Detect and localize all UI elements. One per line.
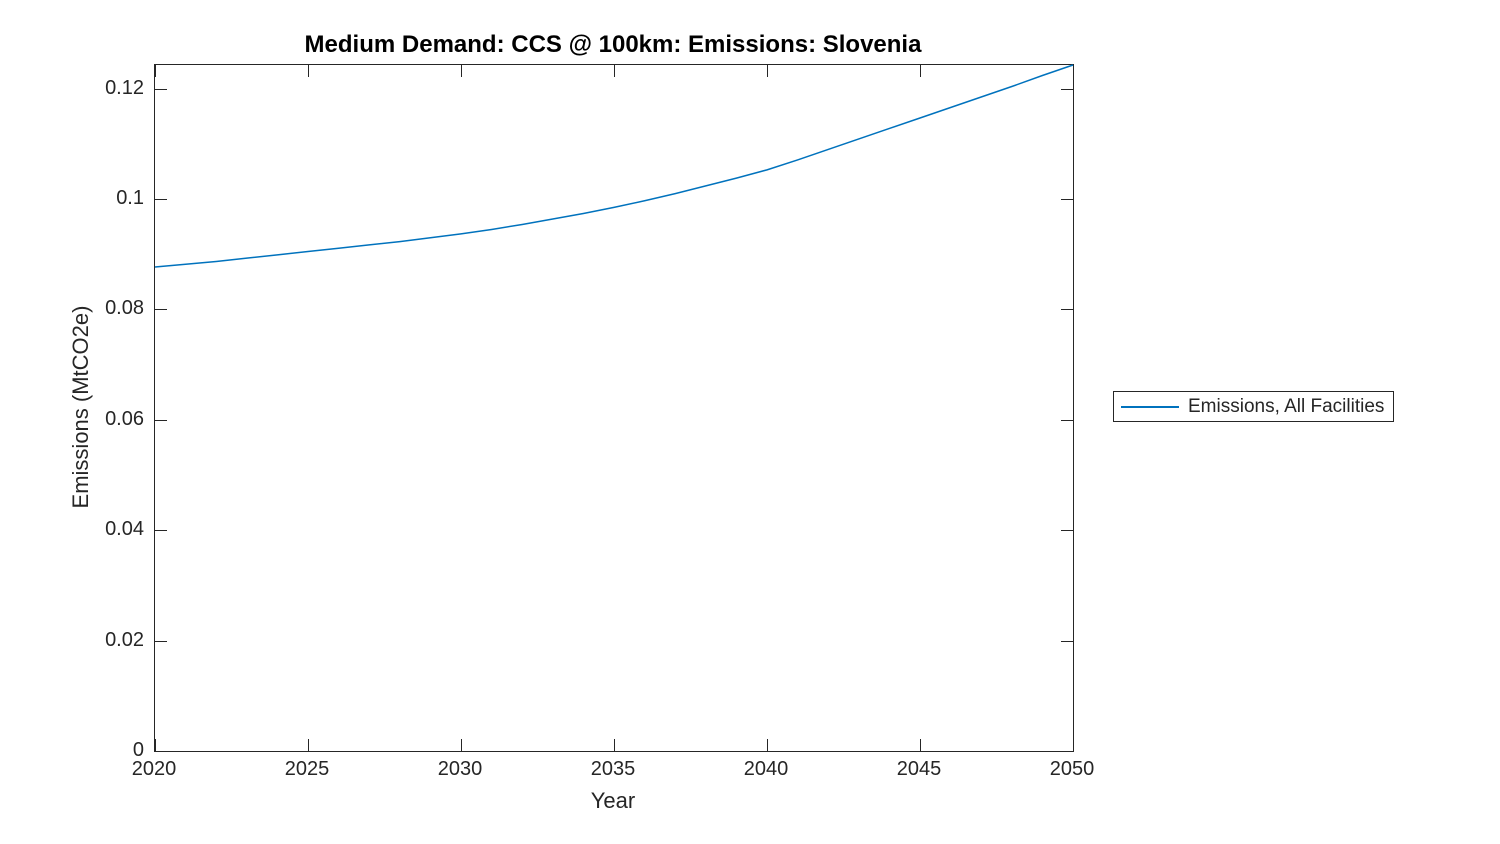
y-tick-label: 0.1 (116, 187, 144, 210)
plot-canvas (154, 64, 1074, 752)
x-tick-label: 2020 (131, 758, 177, 780)
x-tick-label: 2040 (743, 758, 789, 780)
chart-title: Medium Demand: CCS @ 100km: Emissions: S… (304, 31, 922, 58)
x-tick-label: 2045 (896, 758, 942, 780)
y-tick-label: 0 (132, 739, 144, 761)
y-tick-label: 0.06 (105, 407, 144, 430)
y-tick-label: 0.12 (105, 76, 144, 99)
y-axis-label: Emissions (MtCO2e) (68, 305, 93, 509)
y-tick-label: 0.08 (105, 297, 144, 320)
legend-line-sample-icon (1121, 405, 1179, 408)
x-tick-label: 2030 (437, 758, 483, 780)
legend-entry-label: Emissions, All Facilities (1188, 395, 1385, 417)
x-tick-label: 2025 (284, 758, 330, 780)
plot-area (154, 64, 1074, 752)
legend: Emissions, All Facilities (1113, 391, 1395, 422)
emissions-line-series (154, 64, 1074, 268)
x-tick-label: 2050 (1049, 758, 1095, 780)
y-tick-label: 0.04 (105, 518, 144, 541)
x-axis-label: Year (590, 788, 636, 813)
y-tick-label: 0.02 (105, 628, 144, 651)
x-tick-label: 2035 (590, 758, 636, 780)
